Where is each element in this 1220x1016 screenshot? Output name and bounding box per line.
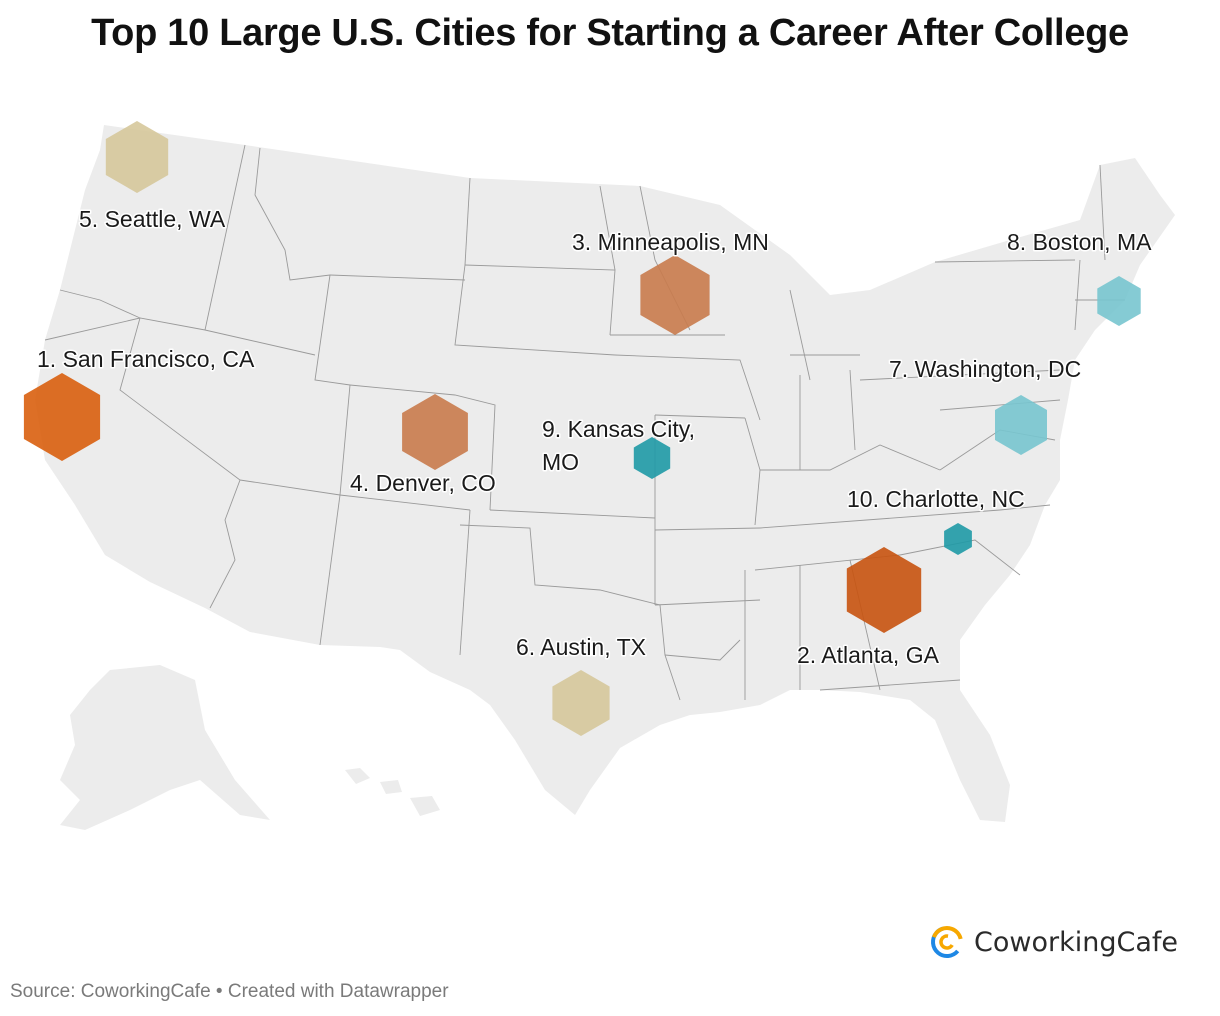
marker-denver[interactable]	[402, 394, 468, 470]
marker-charlotte[interactable]	[944, 523, 972, 555]
label-washington: 7. Washington, DC	[889, 356, 1081, 382]
marker-atlanta[interactable]	[846, 547, 922, 633]
label-austin: 6. Austin, TX	[516, 634, 646, 660]
map-title: Top 10 Large U.S. Cities for Starting a …	[91, 12, 1129, 54]
marker-austin[interactable]	[552, 670, 610, 736]
label-atlanta: 2. Atlanta, GA	[797, 642, 940, 668]
marker-kansas-city[interactable]	[633, 437, 671, 479]
city-labels: 1. San Francisco, CA 2. Atlanta, GA 3. M…	[36, 205, 1154, 670]
label-denver: 4. Denver, CO	[350, 470, 496, 496]
brand-logo: CoworkingCafe	[930, 922, 1178, 962]
state-borders	[44, 144, 1125, 701]
marker-san-francisco[interactable]	[23, 373, 101, 461]
hawaii	[345, 768, 440, 816]
us-landmass	[35, 125, 1175, 822]
coworkingcafe-logo-icon	[931, 926, 963, 958]
source-note: Source: CoworkingCafe • Created with Dat…	[10, 981, 449, 1002]
city-markers	[23, 121, 1141, 736]
marker-washington[interactable]	[995, 395, 1047, 455]
marker-minneapolis[interactable]	[640, 255, 710, 335]
marker-boston[interactable]	[1097, 276, 1141, 326]
logo-text: CoworkingCafe	[974, 926, 1178, 958]
label-minneapolis: 3. Minneapolis, MN	[572, 229, 769, 255]
label-charlotte: 10. Charlotte, NC	[847, 486, 1025, 512]
marker-seattle[interactable]	[105, 121, 169, 193]
alaska	[60, 665, 270, 830]
label-kansas-city-line1: 9. Kansas City,	[542, 416, 695, 442]
label-seattle: 5. Seattle, WA	[79, 206, 226, 232]
label-boston: 8. Boston, MA	[1007, 229, 1152, 255]
label-san-francisco: 1. San Francisco, CA	[37, 346, 255, 372]
label-kansas-city-line2: MO	[542, 449, 579, 475]
